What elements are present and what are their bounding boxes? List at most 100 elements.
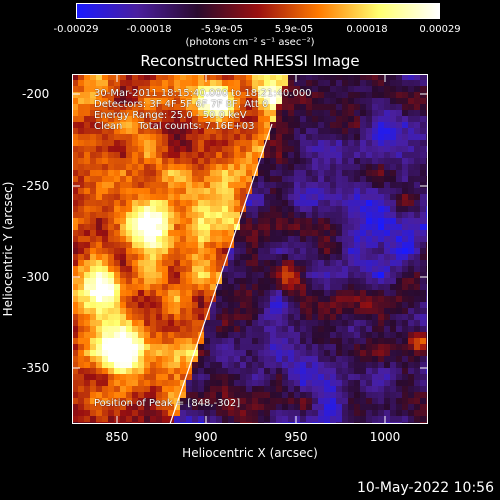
image-pixel <box>198 206 204 212</box>
image-pixel <box>180 290 186 296</box>
image-pixel <box>342 212 348 218</box>
image-pixel <box>324 242 330 248</box>
image-pixel <box>312 272 318 278</box>
image-pixel <box>150 254 156 260</box>
image-pixel <box>78 92 84 98</box>
image-pixel <box>300 206 306 212</box>
image-pixel <box>294 218 300 224</box>
image-pixel <box>198 218 204 224</box>
image-pixel <box>174 224 180 230</box>
image-pixel <box>270 386 276 392</box>
image-pixel <box>240 146 246 152</box>
image-pixel <box>342 128 348 134</box>
image-pixel <box>216 194 222 200</box>
image-pixel <box>264 302 270 308</box>
image-pixel <box>222 158 228 164</box>
image-pixel <box>390 200 396 206</box>
image-pixel <box>396 374 402 380</box>
image-pixel <box>378 242 384 248</box>
image-pixel <box>138 338 144 344</box>
image-pixel <box>300 164 306 170</box>
image-pixel <box>414 296 420 302</box>
image-pixel <box>372 116 378 122</box>
image-pixel <box>342 386 348 392</box>
image-pixel <box>120 86 126 92</box>
y-axis-label: Heliocentric Y (arcsec) <box>1 181 15 317</box>
image-pixel <box>180 248 186 254</box>
image-pixel <box>150 134 156 140</box>
image-pixel <box>396 326 402 332</box>
image-pixel <box>90 194 96 200</box>
image-pixel <box>378 200 384 206</box>
image-pixel <box>90 224 96 230</box>
image-pixel <box>396 314 402 320</box>
image-pixel <box>90 266 96 272</box>
image-pixel <box>330 380 336 386</box>
image-pixel <box>378 98 384 104</box>
image-pixel <box>270 158 276 164</box>
image-pixel <box>324 260 330 266</box>
image-pixel <box>306 266 312 272</box>
image-pixel <box>252 260 258 266</box>
image-pixel <box>156 272 162 278</box>
image-pixel <box>78 392 84 398</box>
image-pixel <box>282 332 288 338</box>
image-pixel <box>174 362 180 368</box>
image-pixel <box>342 98 348 104</box>
image-pixel <box>246 116 252 122</box>
image-pixel <box>168 218 174 224</box>
image-pixel <box>186 398 192 404</box>
image-pixel <box>258 116 264 122</box>
image-pixel <box>354 398 360 404</box>
image-pixel <box>162 326 168 332</box>
image-pixel <box>84 272 90 278</box>
image-pixel <box>252 416 258 422</box>
image-pixel <box>300 332 306 338</box>
image-pixel <box>288 110 294 116</box>
image-pixel <box>234 326 240 332</box>
image-pixel <box>318 242 324 248</box>
image-pixel <box>108 248 114 254</box>
image-pixel <box>102 374 108 380</box>
image-pixel <box>288 398 294 404</box>
image-pixel <box>156 212 162 218</box>
image-pixel <box>222 416 228 422</box>
image-pixel <box>288 236 294 242</box>
image-pixel <box>420 116 426 122</box>
image-pixel <box>294 110 300 116</box>
image-pixel <box>336 266 342 272</box>
image-pixel <box>192 236 198 242</box>
image-pixel <box>276 416 282 422</box>
image-pixel <box>108 272 114 278</box>
image-pixel <box>228 404 234 410</box>
image-pixel <box>318 146 324 152</box>
image-pixel <box>228 356 234 362</box>
image-pixel <box>336 230 342 236</box>
image-pixel <box>72 362 78 368</box>
image-pixel <box>336 260 342 266</box>
image-pixel <box>102 308 108 314</box>
image-pixel <box>264 392 270 398</box>
colorbar-tick: -5.9e-05 <box>201 24 243 35</box>
image-pixel <box>390 302 396 308</box>
image-pixel <box>336 356 342 362</box>
image-pixel <box>354 176 360 182</box>
image-pixel <box>270 368 276 374</box>
image-pixel <box>246 74 252 80</box>
footer-date: 10-May-2022 10:56 <box>356 480 494 496</box>
image-pixel <box>156 302 162 308</box>
image-pixel <box>96 134 102 140</box>
image-pixel <box>168 284 174 290</box>
image-pixel <box>312 344 318 350</box>
image-pixel <box>84 296 90 302</box>
image-pixel <box>354 344 360 350</box>
image-pixel <box>180 272 186 278</box>
image-pixel <box>240 380 246 386</box>
image-pixel <box>366 380 372 386</box>
image-pixel <box>246 182 252 188</box>
image-pixel <box>366 344 372 350</box>
image-pixel <box>114 92 120 98</box>
image-pixel <box>180 122 186 128</box>
image-pixel <box>210 284 216 290</box>
image-pixel <box>330 314 336 320</box>
